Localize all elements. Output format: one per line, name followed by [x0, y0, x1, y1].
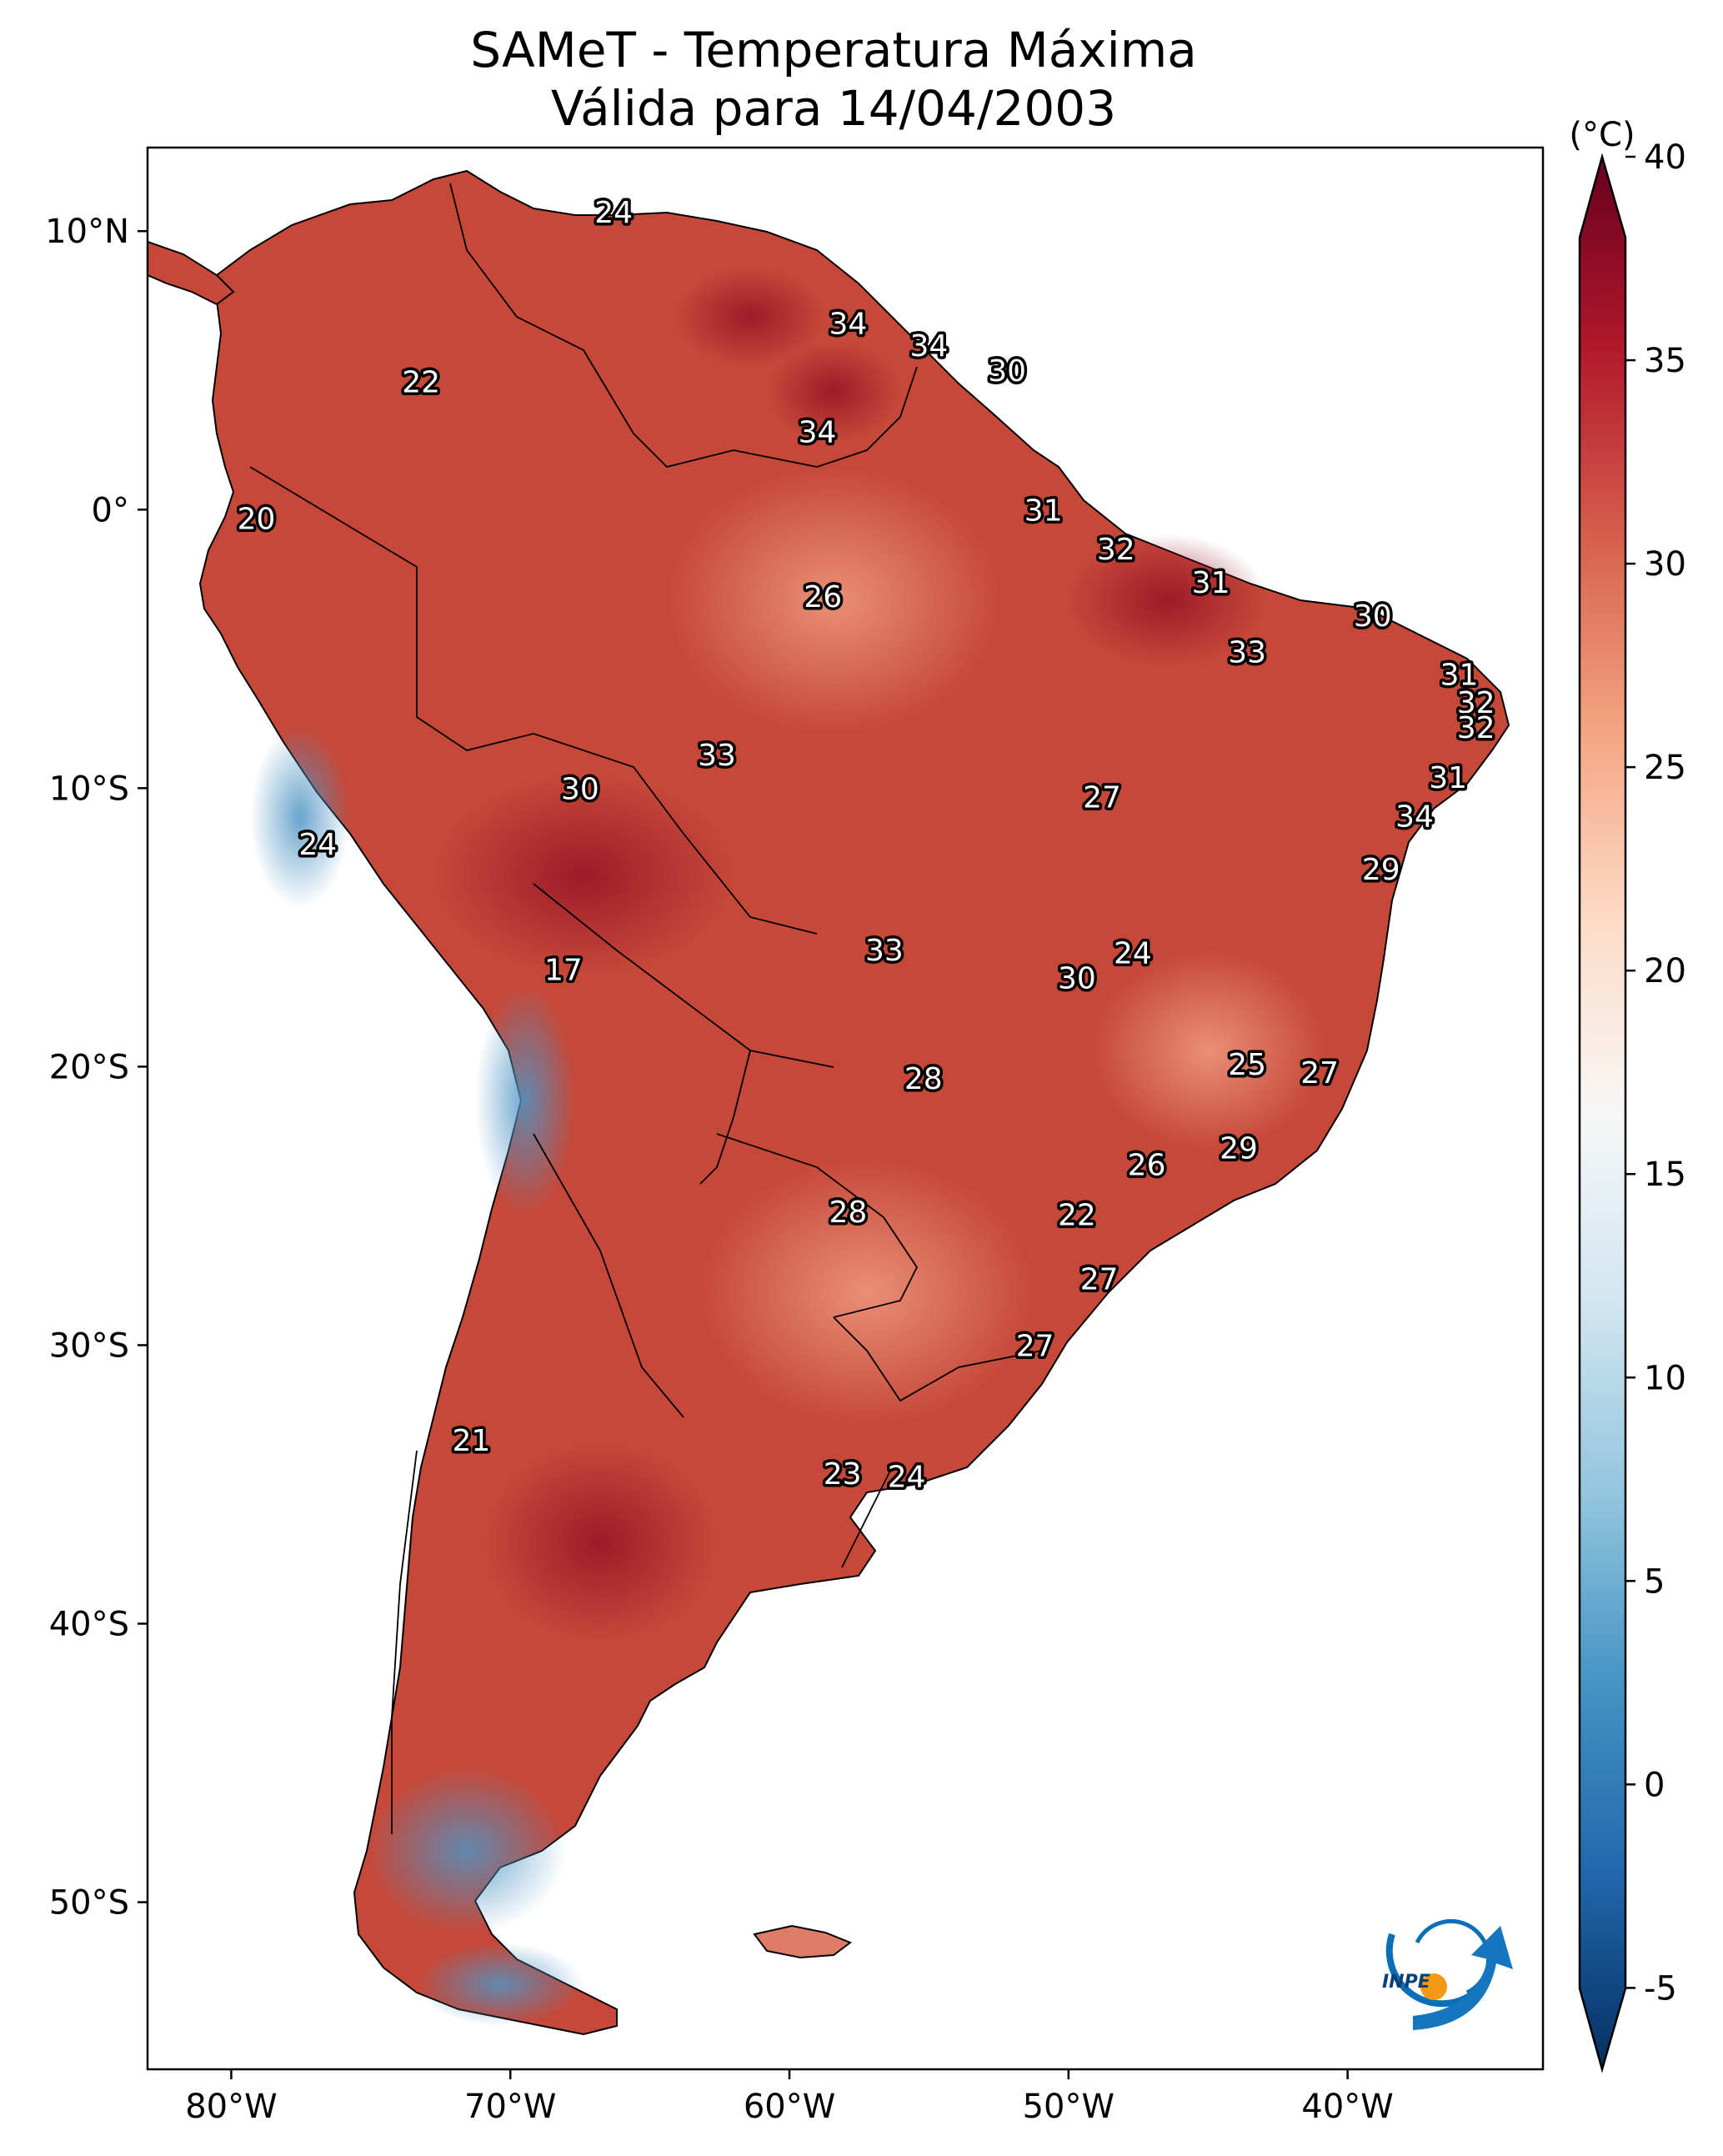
temperature-value-label: 24 [298, 828, 337, 862]
map-title-line-1: SAMeT - Temperatura Máxima [470, 22, 1197, 78]
lat-tick-label: 20°S [49, 1048, 129, 1086]
central-america-strip [148, 240, 235, 306]
temperature-value-label: 27 [1083, 780, 1121, 815]
lon-tick-label: 70°W [464, 2088, 556, 2126]
lon-tick-label: 50°W [1023, 2088, 1114, 2126]
temperature-value-label: 20 [238, 502, 276, 536]
temperature-value-label: 27 [1080, 1262, 1119, 1296]
colorbar-ticks: -5 0 5 10 15 20 25 30 35 40 [1625, 138, 1686, 2008]
temperature-value-label: 34 [799, 416, 837, 450]
lat-tick-label: 10°N [45, 213, 129, 251]
temperature-value-label: 24 [888, 1460, 926, 1494]
temperature-value-label: 17 [544, 953, 583, 987]
temperature-value-label: 26 [1128, 1148, 1166, 1182]
map-frame [146, 146, 1545, 2071]
temperature-value-label: 23 [824, 1457, 862, 1492]
colorbar: (°C) -5 0 5 10 15 20 25 30 35 40 [1569, 116, 1686, 2073]
temperature-value-label: 22 [1058, 1198, 1096, 1232]
colorbar-tick-label: 0 [1644, 1766, 1665, 1804]
temperature-value-label: 30 [561, 772, 599, 806]
temperature-value-label: 31 [1024, 494, 1063, 528]
svg-text:INPE: INPE [1382, 1972, 1430, 1993]
temperature-value-label: 33 [1228, 636, 1266, 670]
temperature-value-label: 26 [804, 580, 842, 614]
lat-tick-label: 30°S [49, 1326, 129, 1365]
longitude-axis: 80°W 70°W 60°W 50°W 40°W [185, 2069, 1394, 2126]
temperature-value-label: 25 [1228, 1048, 1266, 1082]
colorbar-tick-label: 30 [1644, 545, 1686, 584]
colorbar-tick-label: -5 [1644, 1969, 1677, 2008]
latitude-axis: 10°N 0° 10°S 20°S 30°S 40°S 50°S [45, 213, 148, 1923]
temperature-value-label: 24 [594, 196, 633, 230]
colorbar-tick-label: 40 [1644, 138, 1686, 177]
lat-tick-label: 0° [92, 491, 129, 529]
temperature-value-label: 27 [1016, 1329, 1054, 1363]
colorbar-tick-label: 25 [1644, 749, 1686, 787]
temperature-value-label: 32 [1457, 686, 1495, 720]
temperature-value-label: 22 [402, 366, 440, 400]
temperature-value-label: 33 [865, 934, 904, 968]
temperature-value-label: 31 [1429, 761, 1467, 795]
map-panel: 10°N 0° 10°S 20°S 30°S 40°S 50°S 80°W 70°W 60°W 5… [45, 146, 1545, 2126]
lat-tick-label: 40°S [49, 1606, 129, 1644]
lat-tick-label: 50°S [49, 1884, 129, 1923]
temperature-value-label: 29 [1220, 1131, 1258, 1166]
lon-tick-label: 40°W [1301, 2088, 1393, 2126]
colorbar-unit: (°C) [1569, 116, 1635, 154]
temperature-value-label: 21 [452, 1424, 490, 1458]
lon-tick-label: 80°W [185, 2088, 277, 2126]
temperature-value-label: 28 [904, 1062, 943, 1096]
temperature-value-label: 31 [1440, 658, 1479, 692]
temperature-value-label: 34 [910, 329, 949, 364]
temperature-value-label: 34 [829, 307, 867, 341]
lat-tick-label: 10°S [49, 770, 129, 808]
temperature-value-label: 34 [1395, 800, 1434, 835]
temperature-value-label: 30 [1058, 961, 1096, 995]
temperature-value-label: 32 [1457, 711, 1495, 745]
lon-tick-label: 60°W [744, 2088, 835, 2126]
country-borders [249, 183, 1043, 1834]
colorbar-tick-label: 15 [1644, 1156, 1686, 1194]
temperature-value-label: 31 [1192, 566, 1230, 600]
colorbar-tick-label: 35 [1644, 342, 1686, 380]
colorbar-tick-label: 5 [1644, 1562, 1665, 1601]
colorbar-tick-label: 20 [1644, 952, 1686, 990]
falkland-islands [753, 1924, 853, 1959]
temperature-value-label: 32 [1097, 533, 1135, 567]
colorbar-tick-label: 10 [1644, 1359, 1686, 1397]
map-title-line-2: Válida para 14/04/2003 [551, 80, 1116, 137]
temperature-value-label: 24 [1114, 936, 1152, 970]
temperature-value-label: 30 [988, 354, 1026, 389]
temperature-value-label: 27 [1300, 1056, 1339, 1091]
inpe-logo: INPE [1382, 1918, 1513, 2030]
temperature-value-label: 33 [698, 739, 736, 773]
temperature-value-label: 30 [1354, 599, 1392, 634]
temperature-value-label: 29 [1362, 853, 1400, 887]
temperature-field [250, 267, 1325, 2026]
temperature-value-label: 28 [829, 1196, 867, 1230]
colorbar-body [1578, 153, 1627, 2073]
